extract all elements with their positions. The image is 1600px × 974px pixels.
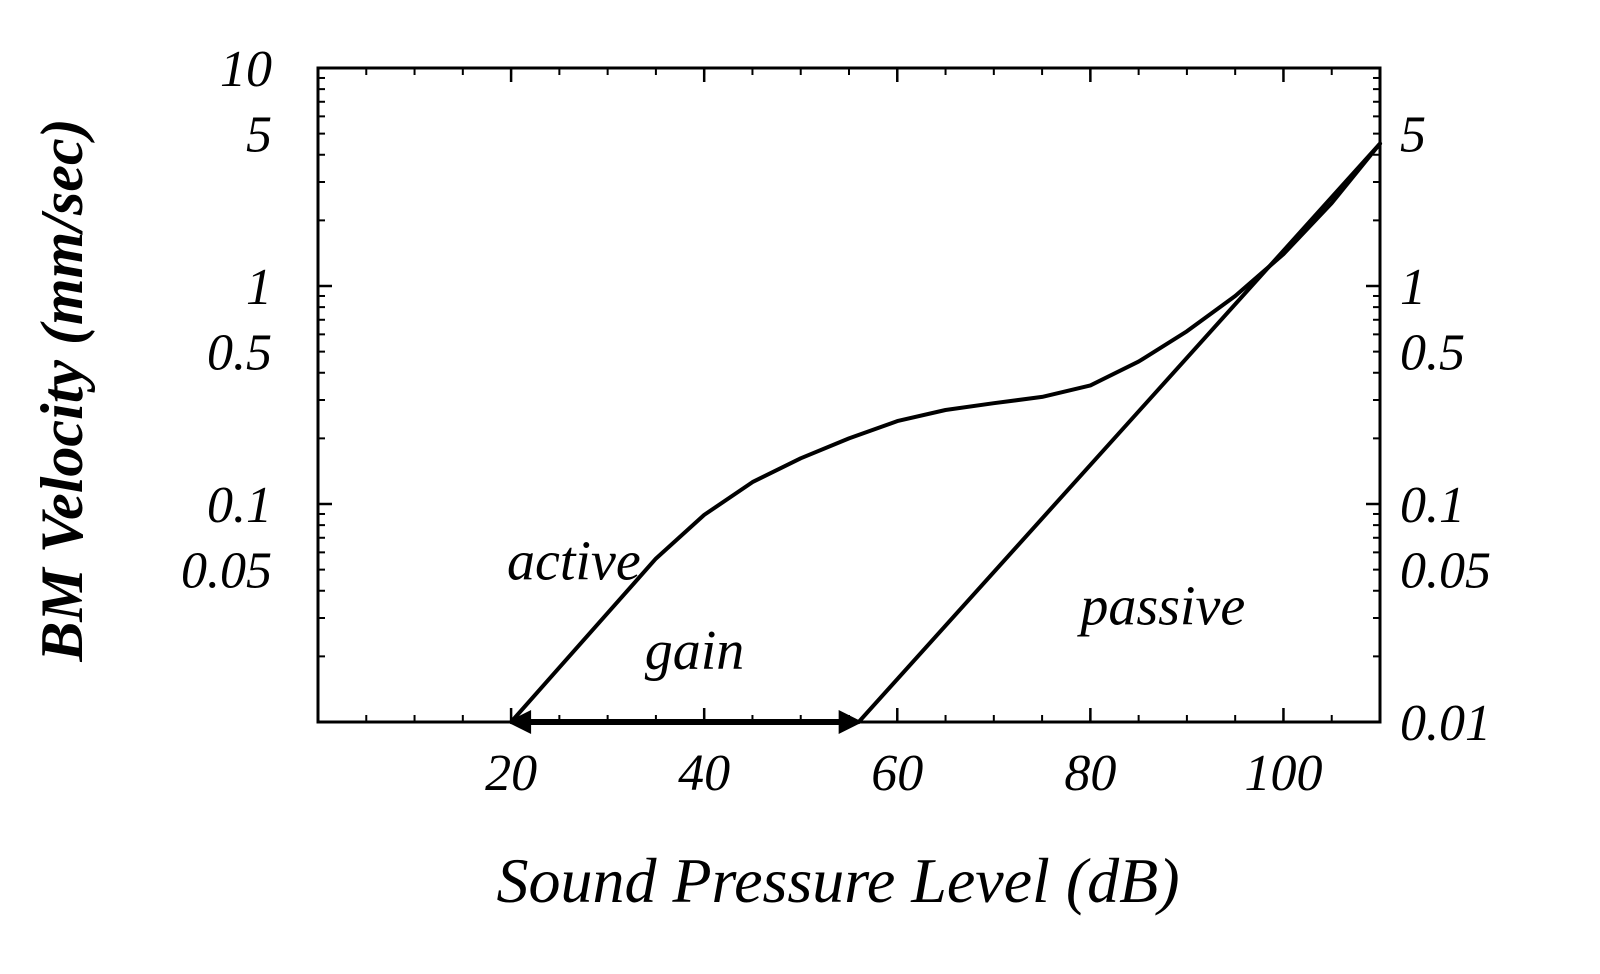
y-tick-labels-left: 10 5 1 0.5 0.1 0.05 (181, 41, 272, 600)
annotation-active: active (507, 531, 641, 593)
y-axis-label: BM Velocity (mm/sec) (29, 118, 95, 662)
x-tick-labels: 20 40 60 80 100 (485, 745, 1322, 802)
x-tick-label: 20 (485, 745, 537, 802)
minor-ticks (318, 68, 1380, 722)
gain-arrow-group (507, 710, 863, 734)
x-tick-label: 40 (678, 745, 730, 802)
y-tick-label-right: 0.5 (1400, 325, 1465, 382)
y-tick-label-left: 0.1 (207, 477, 272, 534)
y-tick-label-right: 5 (1400, 107, 1426, 164)
y-tick-label-right: 0.01 (1400, 695, 1491, 752)
y-tick-label-right: 0.1 (1400, 477, 1465, 534)
series-line-passive (856, 141, 1382, 724)
x-tick-label: 60 (871, 745, 923, 802)
x-axis-label: Sound Pressure Level (dB) (496, 845, 1179, 916)
y-tick-label-left: 0.5 (207, 325, 272, 382)
x-tick-label: 80 (1064, 745, 1116, 802)
y-tick-label-left: 1 (246, 259, 272, 316)
series-group (509, 141, 1382, 724)
y-tick-label-left: 0.05 (181, 543, 272, 600)
y-tick-label-right: 0.05 (1400, 543, 1491, 600)
x-tick-label: 100 (1244, 745, 1322, 802)
annotation-gain: gain (645, 620, 745, 682)
y-tick-label-left: 10 (220, 41, 272, 98)
y-tick-label-right: 1 (1400, 259, 1426, 316)
y-tick-label-left: 5 (246, 107, 272, 164)
gain-arrow-head-left (507, 710, 532, 734)
y-tick-labels-right: 5 1 0.5 0.1 0.05 0.01 (1400, 107, 1491, 752)
series-line-active (509, 141, 1382, 724)
gain-arrow-head-right (838, 710, 863, 734)
annotation-passive: passive (1076, 576, 1245, 638)
